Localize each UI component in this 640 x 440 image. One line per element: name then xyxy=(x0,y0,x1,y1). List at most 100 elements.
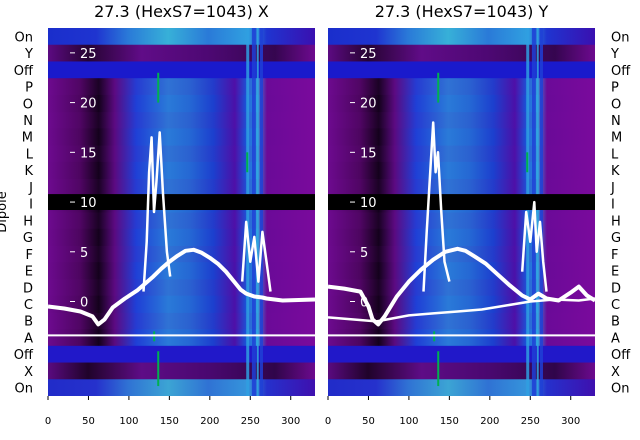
heatmap-band xyxy=(48,161,315,180)
dipole-label-right: Off xyxy=(611,64,631,79)
accent-mark xyxy=(526,152,529,173)
dipole-label-right: L xyxy=(611,147,619,162)
y-tick-label: 0 xyxy=(80,296,88,311)
dipole-label-left: Off xyxy=(14,64,34,79)
dipole-label-left: C xyxy=(24,298,33,313)
panel-y: 0 5 10 15 20 25 27.3 (HexS7=1043) Y 0 50 100 150 20… xyxy=(325,2,595,427)
heatmap-band xyxy=(328,379,595,396)
dipole-label-left: X xyxy=(24,365,33,380)
heatmap-band xyxy=(328,212,595,230)
panel-title: 27.3 (HexS7=1043) Y xyxy=(375,2,549,21)
dipole-label-left: D xyxy=(23,281,33,296)
dipole-label-left: M xyxy=(22,131,33,146)
dipole-label-left: Off xyxy=(14,348,34,363)
heatmap-band xyxy=(328,228,595,246)
dipole-label-left: I xyxy=(29,198,33,213)
dipole-label-right: D xyxy=(611,281,621,296)
dipole-label-left: A xyxy=(24,331,33,346)
heatmap-streak xyxy=(256,28,259,396)
x-tick-label: 150 xyxy=(440,416,459,427)
heatmap-band xyxy=(328,128,595,146)
y-tick-label: 10 xyxy=(360,196,377,211)
x-tick-label: 200 xyxy=(200,416,219,427)
x-tick-label: 250 xyxy=(241,416,260,427)
dipole-label-right: K xyxy=(611,164,620,179)
x-tick-label: 250 xyxy=(521,416,540,427)
dipole-label-right: Off xyxy=(611,348,631,363)
y-tick-label: 5 xyxy=(360,246,368,261)
dipole-label-right: F xyxy=(611,248,618,263)
heatmap-streak xyxy=(539,28,543,396)
accent-mark xyxy=(437,351,440,387)
dipole-label-left: K xyxy=(24,164,33,179)
dipole-label-left: B xyxy=(24,315,33,330)
x-tick-label: 50 xyxy=(82,416,95,427)
masked-row xyxy=(328,194,595,211)
dipole-label-right: O xyxy=(611,97,621,112)
heatmap-band xyxy=(48,178,315,196)
dipole-label-right: B xyxy=(611,315,620,330)
heatmap-band xyxy=(48,128,315,146)
heatmap-band xyxy=(48,61,315,79)
heatmap-streak xyxy=(246,28,250,396)
trace-line xyxy=(142,131,172,292)
dipole-label-right: On xyxy=(611,30,629,45)
heatmap-band xyxy=(48,278,315,297)
heatmap-band xyxy=(328,329,595,347)
dipole-label-right: X xyxy=(611,365,620,380)
accent-mark xyxy=(157,72,160,103)
heatmap-streak xyxy=(259,28,263,396)
heatmap-band xyxy=(328,28,595,46)
dipole-label-right: Y xyxy=(610,47,619,62)
dipole-label-left: J xyxy=(28,181,33,196)
y-tick-label: 15 xyxy=(80,146,97,161)
y-tick-label: 0 xyxy=(360,296,368,311)
heatmap-streak xyxy=(536,28,539,396)
accent-mark xyxy=(246,152,249,173)
x-tick-label: 50 xyxy=(362,416,375,427)
heatmap-band xyxy=(48,111,315,129)
trace-line xyxy=(240,220,272,292)
heatmap-band xyxy=(48,262,315,280)
x-tick-label: 200 xyxy=(480,416,499,427)
x-tick-label: 300 xyxy=(281,416,300,427)
heatmap-band xyxy=(48,212,315,230)
y-tick-label: 20 xyxy=(80,97,97,112)
dipole-label-left: On xyxy=(15,30,33,45)
trace-line xyxy=(520,200,548,292)
dipole-label-left: On xyxy=(15,382,33,397)
dipole-label-right: A xyxy=(611,331,620,346)
dipole-label-left: H xyxy=(23,214,33,229)
trace-line xyxy=(328,297,595,323)
dipole-label-right: C xyxy=(611,298,620,313)
heatmap-band xyxy=(328,111,595,129)
trace-line xyxy=(422,121,451,292)
y-tick-label: 15 xyxy=(360,146,377,161)
heatmap-band xyxy=(328,345,595,364)
heatmap-band xyxy=(48,362,315,380)
heatmap-band xyxy=(48,28,315,46)
y-tick-label: 20 xyxy=(360,97,377,112)
heatmap-band xyxy=(328,262,595,280)
heatmap-band xyxy=(328,362,595,380)
dipole-label-left: E xyxy=(25,265,33,280)
heatmap-band xyxy=(328,78,595,96)
dipole-label-right: H xyxy=(611,214,621,229)
y-axis-label: Dipole xyxy=(0,191,10,232)
heatmap-band xyxy=(48,345,315,364)
accent-mark xyxy=(437,72,440,103)
accent-mark xyxy=(157,351,160,387)
heatmap-band xyxy=(48,379,315,396)
dipole-label-left: F xyxy=(26,248,33,263)
x-tick-label: 300 xyxy=(561,416,580,427)
panel-x: 0 5 10 15 20 25 27.3 (HexS7=1043) X 0 50 100 150 20… xyxy=(45,2,315,427)
dipole-label-left: G xyxy=(23,231,33,246)
x-tick-label: 150 xyxy=(160,416,179,427)
x-tick-label: 100 xyxy=(399,416,418,427)
heatmap-band xyxy=(328,61,595,79)
dipole-label-right: On xyxy=(611,382,629,397)
dipole-label-right: N xyxy=(611,114,621,129)
heatmap-streak xyxy=(526,28,530,396)
heatmap-band xyxy=(328,278,595,297)
